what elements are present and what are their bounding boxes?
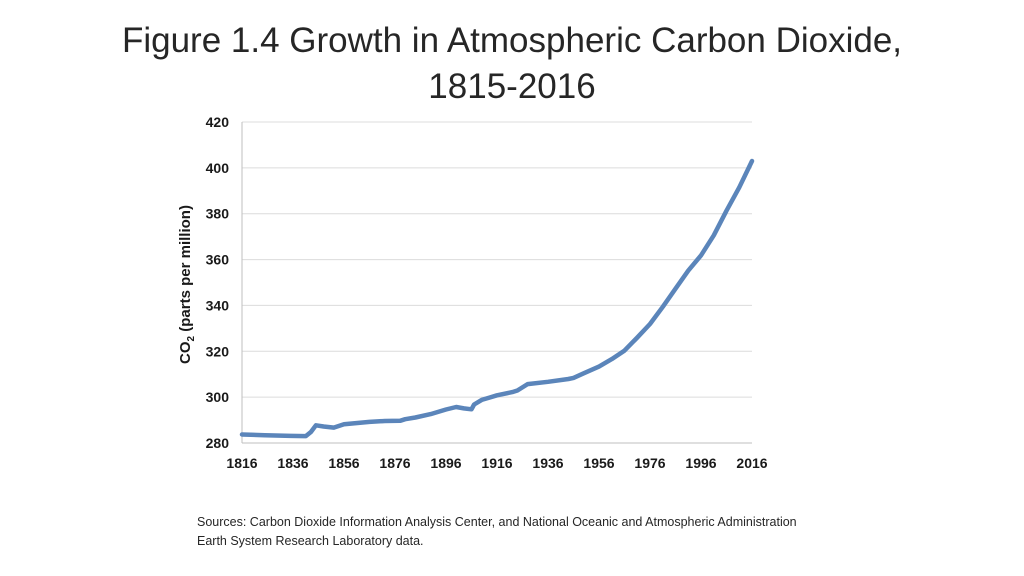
page-title: Figure 1.4 Growth in Atmospheric Carbon … bbox=[112, 18, 912, 110]
x-tick-label-1816: 1816 bbox=[226, 455, 257, 471]
y-tick-labels: 280 300 320 340 360 380 400 420 bbox=[206, 114, 230, 451]
x-tick-label-1976: 1976 bbox=[634, 455, 665, 471]
y-tick-label-340: 340 bbox=[206, 297, 230, 313]
x-tick-label-1836: 1836 bbox=[277, 455, 308, 471]
y-tick-label-320: 320 bbox=[206, 343, 230, 359]
y-axis-label: CO2 (parts per million) bbox=[177, 205, 197, 364]
sources-note: Sources: Carbon Dioxide Information Anal… bbox=[197, 515, 797, 548]
x-tick-label-1876: 1876 bbox=[379, 455, 410, 471]
title-line-2: 1815-2016 bbox=[428, 67, 596, 106]
y-tick-label-360: 360 bbox=[206, 252, 230, 268]
y-axis-label-main: CO bbox=[177, 341, 194, 364]
x-tick-label-2016: 2016 bbox=[736, 455, 767, 471]
axes bbox=[241, 122, 752, 444]
x-tick-label-1856: 1856 bbox=[328, 455, 359, 471]
x-tick-label-1896: 1896 bbox=[430, 455, 461, 471]
x-tick-label-1916: 1916 bbox=[481, 455, 512, 471]
y-tick-label-400: 400 bbox=[206, 160, 230, 176]
y-tick-label-300: 300 bbox=[206, 389, 230, 405]
y-tick-label-280: 280 bbox=[206, 435, 230, 451]
y-tick-label-380: 380 bbox=[206, 206, 230, 222]
gridlines bbox=[242, 121, 752, 398]
x-tick-label-1996: 1996 bbox=[685, 455, 716, 471]
y-axis-label-rest: (parts per million) bbox=[177, 205, 194, 336]
co2-series-line bbox=[239, 158, 755, 439]
x-tick-labels: 1816 1836 1856 1876 1896 1916 1936 1956 1976 1996… bbox=[226, 455, 767, 471]
y-axis-label-subscript: 2 bbox=[186, 335, 197, 341]
y-tick-label-420: 420 bbox=[206, 114, 230, 130]
title-line-1: Figure 1.4 Growth in Atmospheric Carbon … bbox=[121, 21, 903, 60]
x-tick-label-1956: 1956 bbox=[583, 455, 614, 471]
x-tick-label-1936: 1936 bbox=[532, 455, 563, 471]
